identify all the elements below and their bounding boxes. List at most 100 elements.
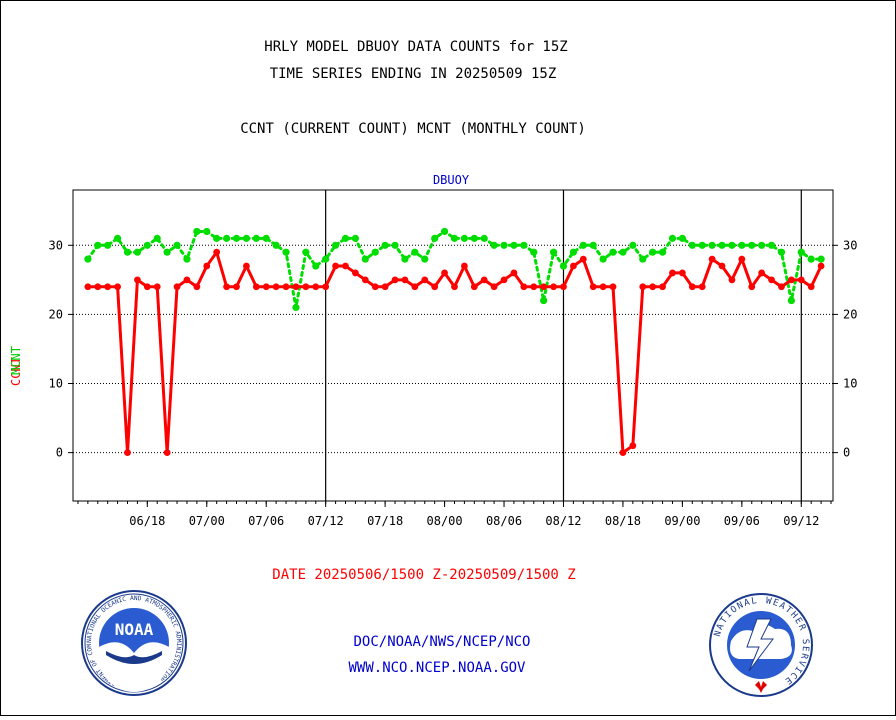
data-point-ccnt [401, 276, 409, 284]
data-point-mcnt [104, 241, 112, 249]
data-point-mcnt [322, 255, 330, 263]
data-point-mcnt [470, 234, 478, 242]
data-point-ccnt [84, 283, 92, 291]
data-point-ccnt [569, 262, 577, 270]
data-point-mcnt [500, 241, 508, 249]
axis-layer: 0 0 10 10 20 20 30 30 06/18 07/00 07/06 07/12 07/18 0… [49, 189, 857, 528]
data-point-ccnt [183, 276, 191, 284]
data-point-ccnt [510, 269, 518, 277]
data-point-ccnt [361, 276, 369, 284]
data-point-mcnt [450, 234, 459, 242]
data-point-mcnt [579, 241, 587, 249]
data-point-mcnt [767, 241, 776, 249]
data-point-ccnt [351, 269, 359, 277]
data-point-ccnt [302, 283, 310, 291]
data-point-mcnt [658, 248, 667, 256]
x-tick-label: 09/12 [783, 514, 819, 528]
x-tick-label: 07/18 [367, 514, 403, 528]
data-point-ccnt [470, 283, 478, 291]
y-tick-label-left: 30 [49, 238, 63, 252]
data-point-ccnt [233, 283, 240, 291]
plot-frame [72, 189, 834, 502]
data-point-ccnt [589, 283, 597, 291]
data-point-mcnt [153, 234, 161, 242]
data-point-ccnt [807, 283, 815, 291]
y-tick-label-left: 0 [56, 446, 63, 460]
data-point-ccnt [609, 283, 617, 291]
data-point-mcnt [183, 255, 191, 263]
x-tick-label: 08/00 [427, 514, 463, 528]
data-point-ccnt [678, 269, 686, 277]
data-point-mcnt [649, 248, 657, 256]
series-line-ccnt [87, 248, 823, 456]
data-point-ccnt [500, 276, 508, 284]
data-point-ccnt [758, 269, 766, 277]
x-tick-label: 07/06 [248, 514, 284, 528]
data-point-mcnt [440, 227, 449, 236]
data-point-mcnt [748, 241, 756, 249]
x-tick-label: 09/06 [724, 514, 760, 528]
data-point-mcnt [421, 255, 429, 263]
x-tick-label: 07/00 [189, 514, 225, 528]
y-tick-label-right: 10 [843, 377, 857, 391]
noaa-logo-icon: NATIONAL OCEANIC AND ATMOSPHERIC ADMINIS… [81, 590, 187, 696]
data-point-mcnt [411, 248, 419, 256]
data-point-mcnt [361, 255, 369, 263]
data-point-mcnt [262, 234, 270, 242]
data-point-mcnt [787, 296, 795, 305]
data-point-ccnt [659, 283, 666, 291]
data-point-mcnt [510, 241, 518, 249]
data-point-ccnt [817, 262, 825, 270]
data-point-mcnt [371, 248, 379, 256]
x-tick-label: 07/12 [308, 514, 344, 528]
chart-title-line1: HRLY MODEL DBUOY DATA COUNTS for 15Z [264, 39, 567, 55]
y-tick-label-right: 20 [843, 307, 857, 321]
data-point-mcnt [252, 234, 260, 242]
data-point-ccnt [639, 283, 647, 291]
data-point-mcnt [381, 241, 389, 249]
data-point-ccnt [431, 283, 439, 291]
data-point-mcnt [609, 248, 617, 256]
org-path-link[interactable]: DOC/NOAA/NWS/NCEP/NCO [353, 634, 530, 650]
data-point-ccnt [530, 283, 538, 291]
website-link[interactable]: WWW.NCO.NCEP.NOAA.GOV [348, 660, 526, 676]
data-point-ccnt [124, 449, 131, 457]
data-point-mcnt [341, 234, 350, 242]
data-point-ccnt [282, 283, 290, 291]
data-point-mcnt [203, 227, 211, 236]
data-point-ccnt [203, 262, 211, 270]
x-tick-label: 08/06 [486, 514, 522, 528]
data-point-mcnt [232, 234, 241, 242]
data-point-mcnt [698, 241, 706, 249]
data-point-mcnt [222, 234, 231, 242]
data-point-mcnt [331, 241, 340, 249]
y-tick-label-left: 10 [49, 377, 63, 391]
data-point-mcnt [123, 248, 132, 256]
data-point-ccnt [143, 283, 151, 291]
nws-logo-icon: NATIONAL WEATHER SERVICE [709, 593, 813, 697]
data-point-ccnt [748, 283, 756, 291]
data-point-ccnt [262, 283, 270, 291]
data-point-mcnt [401, 255, 409, 263]
data-point-ccnt [708, 255, 716, 263]
data-point-ccnt [381, 283, 389, 291]
data-point-ccnt [480, 276, 488, 284]
data-point-mcnt [797, 248, 805, 256]
data-point-ccnt [718, 262, 726, 270]
data-point-ccnt [332, 262, 339, 270]
data-point-mcnt [193, 227, 201, 236]
plot-label: DBUOY [433, 173, 470, 187]
data-point-mcnt [817, 255, 825, 263]
chart-subtitle: CCNT (CURRENT COUNT) MCNT (MONTHLY COUNT… [240, 121, 586, 137]
x-tick-label: 08/18 [605, 514, 641, 528]
data-point-mcnt [292, 303, 300, 312]
data-point-mcnt [113, 234, 122, 242]
data-point-mcnt [668, 234, 677, 242]
data-point-ccnt [540, 283, 548, 291]
data-point-ccnt [153, 283, 161, 291]
data-point-ccnt [579, 255, 587, 263]
data-point-mcnt [391, 241, 399, 249]
data-point-ccnt [550, 283, 557, 291]
data-point-ccnt [599, 283, 607, 291]
data-point-mcnt [540, 296, 548, 305]
